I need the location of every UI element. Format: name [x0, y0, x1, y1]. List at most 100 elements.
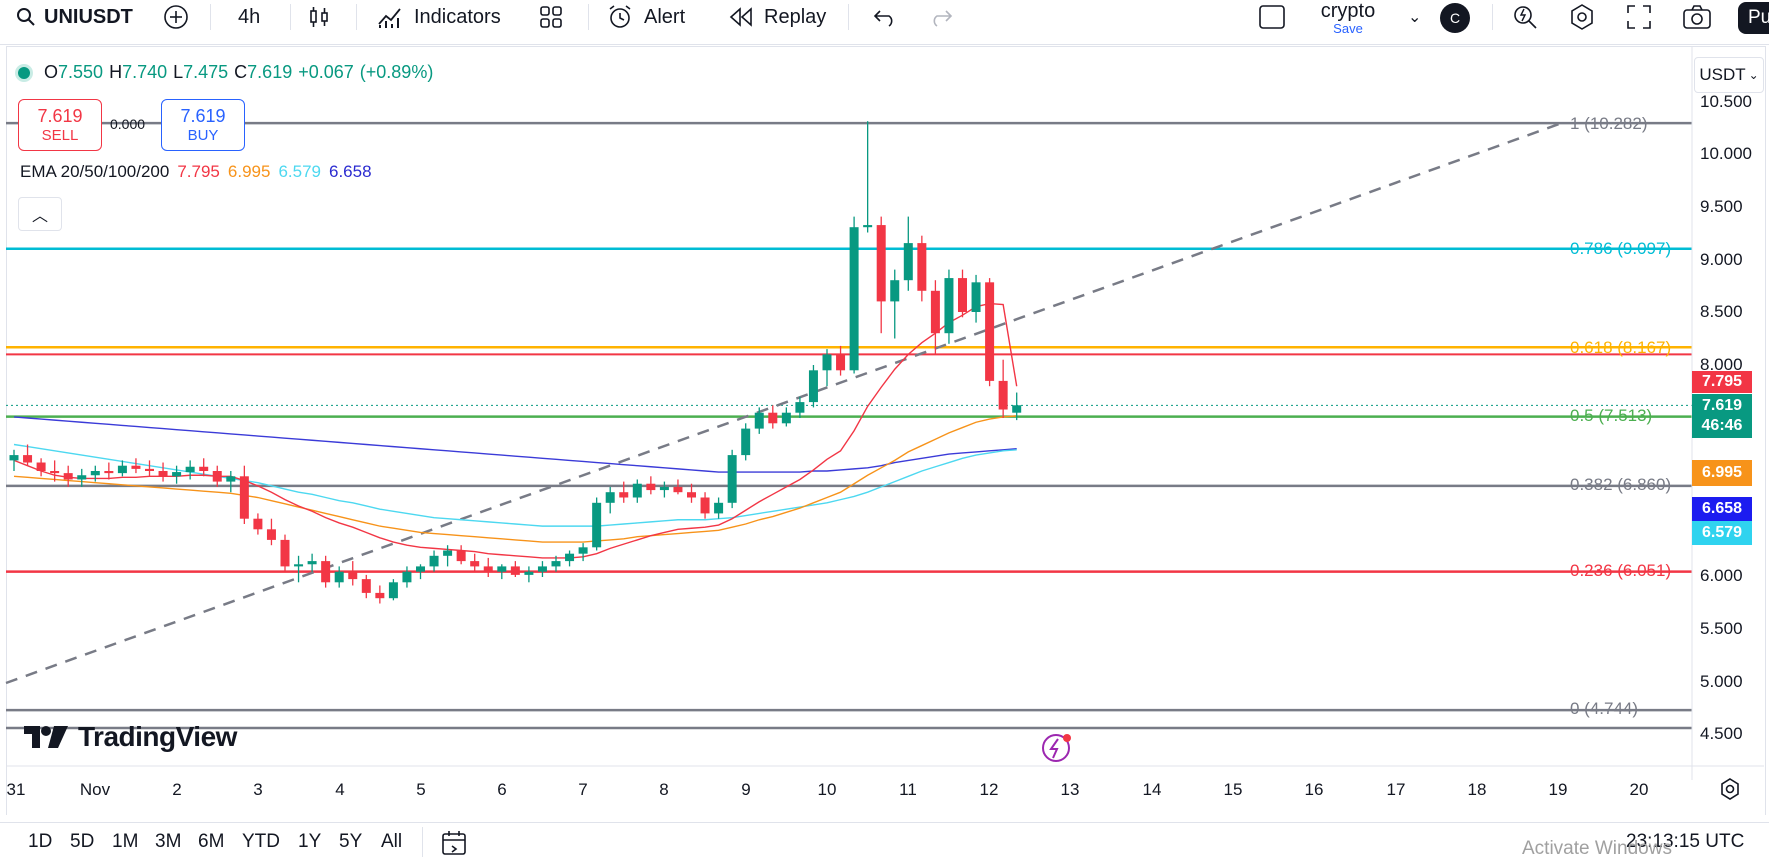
time-tick: 9 [741, 780, 751, 799]
candle-body [578, 547, 588, 554]
calendar-icon [442, 831, 466, 855]
time-tick: 14 [1142, 780, 1162, 799]
range-ytd[interactable]: YTD [242, 831, 280, 852]
redo-icon [933, 10, 953, 27]
range-5d[interactable]: 5D [70, 831, 95, 852]
compare-button[interactable] [162, 0, 190, 34]
candle-body [416, 566, 425, 572]
range-1y[interactable]: 1Y [298, 831, 322, 852]
currency-select[interactable]: USDT ⌄ [1694, 57, 1764, 93]
quick-search-button[interactable] [1512, 0, 1538, 34]
market-status-dot [18, 66, 30, 79]
candle-body [510, 566, 520, 575]
utc-clock[interactable]: 23:13:15 UTC [1626, 831, 1745, 852]
alert-label: Alert [644, 5, 686, 28]
time-tick: 17 [1386, 780, 1406, 799]
candle-body [50, 471, 60, 474]
snapshot-button[interactable] [1682, 0, 1712, 34]
alert-button[interactable]: Alert [606, 0, 685, 34]
lightning-search-icon [1514, 6, 1537, 29]
candle-body [673, 486, 683, 493]
layout-toggle-button[interactable] [1258, 0, 1286, 34]
candle-body [985, 282, 995, 381]
latest-updates-button[interactable] [1040, 732, 1072, 769]
candle-body [930, 290, 940, 334]
candle-body [659, 486, 669, 491]
buy-price: 7.619 [180, 106, 226, 126]
candle-body [307, 561, 317, 565]
buy-button[interactable]: 7.619 BUY [161, 99, 245, 151]
candle-body [781, 412, 791, 424]
high-value: 7.740 [122, 62, 168, 82]
range-5y[interactable]: 5Y [339, 831, 363, 852]
candle-body [9, 455, 19, 461]
save-label: Save [1333, 21, 1363, 36]
redo-button[interactable] [928, 0, 954, 34]
range-6m[interactable]: 6M [198, 831, 225, 852]
layout-menu-chevron[interactable]: ⌄ [1408, 0, 1421, 34]
time-tick: 2 [172, 780, 182, 799]
candle-body [145, 468, 154, 471]
symbol-search-button[interactable]: UNIUSDT [16, 0, 133, 34]
candle-body [714, 502, 724, 514]
ema-legend[interactable]: EMA 20/50/100/200 7.795 6.995 6.579 6.65… [20, 162, 372, 182]
currency-label: USDT [1699, 65, 1746, 84]
range-1m[interactable]: 1M [112, 831, 139, 852]
candle-body [822, 354, 832, 371]
range-1d[interactable]: 1D [28, 831, 53, 852]
layout-name-button[interactable]: crypto Save [1318, 0, 1378, 36]
candle-body [971, 282, 981, 312]
candle-body [497, 566, 507, 572]
time-tick: Nov [79, 780, 111, 799]
candle-body [605, 492, 615, 503]
last-price: 7.619 [1701, 397, 1743, 414]
spread-value: 0.000 [110, 116, 146, 132]
candle-body [1012, 405, 1022, 413]
candle-body [402, 571, 412, 583]
chevron-up-icon: ︿ [31, 208, 48, 225]
interval-button[interactable]: 4h [238, 5, 261, 28]
sell-button[interactable]: 7.619 SELL [18, 99, 102, 151]
candle-body [239, 476, 249, 519]
chart-pane[interactable] [6, 46, 1766, 815]
candle-body [388, 582, 398, 599]
indicators-button[interactable]: Indicators [376, 0, 501, 34]
replay-button[interactable]: Replay [728, 0, 826, 34]
ema20-line [13, 302, 1018, 559]
avatar[interactable]: C [1440, 3, 1470, 33]
candle-body [876, 225, 886, 302]
search-icon [17, 8, 35, 26]
time-tick: 8 [659, 780, 669, 799]
ema-label: EMA 20/50/100/200 [20, 162, 170, 181]
publish-button[interactable]: Pu [1738, 2, 1769, 34]
fib-level-label: 0.382 (6.860) [1570, 475, 1672, 494]
camera-icon [1683, 5, 1711, 29]
time-tick: 31 [6, 780, 26, 799]
replay-label: Replay [764, 5, 827, 28]
open-value: 7.550 [58, 62, 104, 82]
candle-body [727, 455, 737, 503]
go-to-date-button[interactable] [440, 829, 470, 862]
ema200-price-label: 6.658 [1692, 497, 1752, 521]
fullscreen-button[interactable] [1626, 0, 1652, 34]
axis-settings-button[interactable] [1717, 776, 1743, 807]
time-tick: 4 [335, 780, 345, 799]
collapse-legend-button[interactable]: ︿ [18, 197, 62, 231]
candle-body [917, 243, 927, 291]
range-3m[interactable]: 3M [155, 831, 182, 852]
tradingview-logo[interactable]: TradingView [24, 721, 237, 753]
settings-button[interactable] [1568, 0, 1596, 34]
ema20-value: 7.795 [177, 162, 220, 181]
time-tick: 11 [899, 780, 917, 799]
candle-body [104, 471, 114, 474]
ohlc-legend: O7.550 H7.740 L7.475 C7.619 +0.067 (+0.8… [18, 62, 433, 83]
candle-body [795, 402, 805, 413]
chart-type-button[interactable] [306, 0, 332, 34]
range-all[interactable]: All [381, 831, 403, 852]
layouts-button[interactable] [538, 0, 564, 34]
ema100-line [13, 443, 1017, 527]
close-value: 7.619 [247, 62, 293, 82]
undo-button[interactable] [872, 0, 898, 34]
candle-body [632, 483, 642, 498]
